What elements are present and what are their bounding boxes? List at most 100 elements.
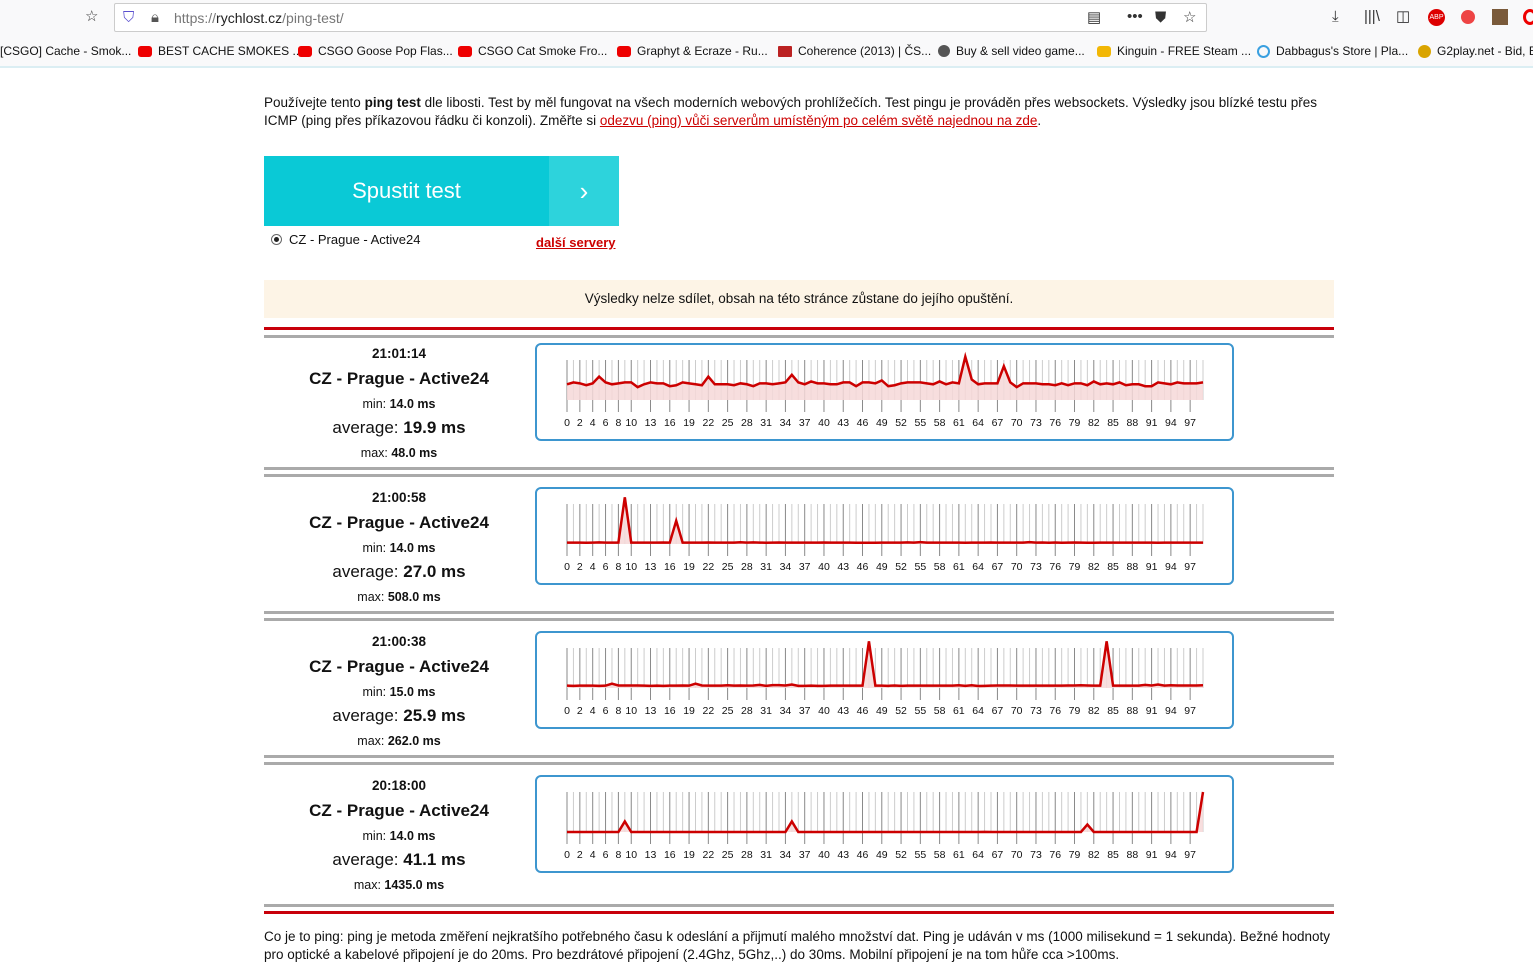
server-radio[interactable]: CZ - Prague - Active24 — [271, 232, 421, 247]
csfd-icon — [778, 45, 792, 57]
x-tick-label: 13 — [645, 849, 657, 861]
bookmark[interactable]: CSGO Cat Smoke Fro... — [458, 44, 607, 58]
bookmark[interactable]: BEST CACHE SMOKES ... — [138, 44, 302, 58]
x-tick-label: 16 — [664, 561, 676, 573]
x-tick-label: 31 — [760, 705, 772, 717]
pocket-icon[interactable]: ⛊ — [1155, 9, 1167, 26]
x-tick-label: 97 — [1184, 417, 1196, 429]
x-tick-label: 13 — [645, 705, 657, 717]
youtube-icon — [458, 45, 472, 57]
x-tick-label: 2 — [577, 705, 583, 717]
x-tick-label: 58 — [934, 705, 946, 717]
result-time: 21:01:14 — [371, 346, 427, 361]
start-test-button[interactable]: Spustit test › — [264, 156, 619, 226]
address-bar[interactable]: ⛉ 🔒︎ https://rychlost.cz/ping-test/ ▤ ••… — [114, 3, 1207, 32]
g2play-icon — [1418, 44, 1431, 58]
bookmarks-bar: [CSGO] Cache - Smok... BEST CACHE SMOKES… — [0, 35, 1533, 68]
x-tick-label: 37 — [799, 417, 811, 429]
x-tick-label: 31 — [760, 417, 772, 429]
shield-icon[interactable]: ⛉ — [123, 9, 135, 26]
divider — [264, 611, 1334, 614]
x-tick-label: 76 — [1049, 561, 1061, 573]
extension-icon[interactable] — [1461, 10, 1475, 24]
swirl-icon — [1257, 44, 1270, 58]
x-tick-label: 0 — [564, 849, 570, 861]
ping-line — [567, 791, 1205, 834]
x-tick-label: 25 — [722, 561, 734, 573]
x-tick-label: 2 — [577, 849, 583, 861]
x-tick-label: 88 — [1126, 417, 1138, 429]
result-info: 21:00:38 CZ - Prague - Active24 min: 15.… — [264, 626, 534, 748]
chevron-right-icon: › — [549, 156, 619, 226]
bookmark[interactable]: Kinguin - FREE Steam ... — [1097, 44, 1251, 58]
area-fill — [567, 356, 1203, 400]
x-tick-label: 49 — [876, 705, 888, 717]
x-tick-label: 8 — [615, 849, 621, 861]
x-tick-label: 6 — [603, 561, 609, 573]
x-tick-label: 8 — [615, 705, 621, 717]
more-servers-link[interactable]: další servery — [536, 235, 616, 250]
x-tick-label: 82 — [1088, 417, 1100, 429]
x-tick-label: 40 — [818, 849, 830, 861]
star-icon[interactable]: ☆ — [1183, 9, 1197, 26]
divider — [264, 327, 1334, 330]
bookmark[interactable]: G2play.net - Bid, Bu — [1418, 44, 1533, 58]
x-tick-label: 91 — [1146, 705, 1158, 717]
bookmark[interactable]: Buy & sell video game... — [938, 44, 1085, 58]
x-tick-label: 34 — [780, 849, 792, 861]
reader-view-icon[interactable]: ▤ — [1087, 9, 1102, 26]
x-tick-label: 46 — [857, 705, 869, 717]
x-tick-label: 52 — [895, 705, 907, 717]
radio-selected-icon[interactable] — [271, 234, 282, 245]
sidebar-icon[interactable]: ◫ — [1396, 8, 1411, 25]
result-min: min: 15.0 ms — [362, 685, 436, 699]
lock-icon[interactable]: 🔒︎ — [151, 9, 159, 26]
x-tick-label: 19 — [683, 705, 695, 717]
result-average: average: 19.9 ms — [332, 418, 466, 437]
x-tick-label: 16 — [664, 705, 676, 717]
adblock-icon[interactable]: ABP — [1428, 9, 1445, 26]
chart-svg: 0 2 4 6 8 10 13 16 19 22 25 28 31 34 37 40 43 46 49 52 55 58 6… — [564, 497, 1204, 573]
bookmark[interactable]: Graphyt & Ecraze - Ru... — [617, 44, 768, 58]
g2a-icon — [938, 45, 950, 57]
chart-svg: 0 2 4 6 8 10 13 16 19 22 25 28 31 34 37 40 43 46 49 52 55 58 6… — [564, 791, 1205, 861]
x-tick-label: 13 — [645, 561, 657, 573]
opera-icon[interactable] — [1523, 9, 1533, 25]
x-tick-label: 43 — [837, 417, 849, 429]
x-tick-label: 61 — [953, 705, 965, 717]
x-tick-label: 70 — [1011, 561, 1023, 573]
ping-chart: 0 2 4 6 8 10 13 16 19 22 25 28 31 34 37 40 43 46 49 52 55 58 6… — [535, 487, 1234, 585]
x-tick-label: 37 — [799, 705, 811, 717]
worldwide-ping-link[interactable]: odezvu (ping) vůči serverům umístěným po… — [599, 113, 1038, 128]
x-tick-label: 97 — [1184, 849, 1196, 861]
x-tick-label: 58 — [934, 849, 946, 861]
x-tick-label: 64 — [972, 417, 984, 429]
notice-banner: Výsledky nelze sdílet, obsah na této str… — [264, 280, 1334, 318]
x-tick-label: 25 — [722, 849, 734, 861]
x-tick-label: 76 — [1049, 849, 1061, 861]
x-tick-label: 31 — [760, 849, 772, 861]
x-tick-label: 0 — [564, 561, 570, 573]
x-tick-label: 55 — [914, 561, 926, 573]
bookmark[interactable]: Dabbagus's Store | Pla... — [1257, 44, 1408, 58]
url-text[interactable]: https://rychlost.cz/ping-test/ — [174, 10, 344, 26]
x-tick-label: 46 — [857, 849, 869, 861]
x-tick-label: 73 — [1030, 561, 1042, 573]
x-tick-label: 43 — [837, 705, 849, 717]
x-tick-label: 49 — [876, 417, 888, 429]
bookmark[interactable]: CSGO Goose Pop Flas... — [298, 44, 453, 58]
intro-text: Používejte tento ping test dle libosti. … — [264, 95, 1318, 128]
bookmark[interactable]: [CSGO] Cache - Smok... — [0, 44, 132, 58]
bookmark-star-icon[interactable]: ☆ — [85, 8, 99, 25]
download-icon[interactable]: ⤓ — [1332, 8, 1339, 25]
x-tick-label: 37 — [799, 849, 811, 861]
x-tick-label: 52 — [895, 417, 907, 429]
bookmark[interactable]: Coherence (2013) | ČS... — [778, 44, 931, 58]
extension-avatar-icon[interactable] — [1492, 9, 1508, 25]
x-tick-label: 76 — [1049, 705, 1061, 717]
x-tick-label: 28 — [741, 849, 753, 861]
more-actions-icon[interactable]: ••• — [1127, 8, 1143, 25]
x-tick-label: 58 — [934, 561, 946, 573]
result-average: average: 41.1 ms — [332, 850, 466, 869]
library-icon[interactable]: |||\ — [1364, 8, 1380, 25]
